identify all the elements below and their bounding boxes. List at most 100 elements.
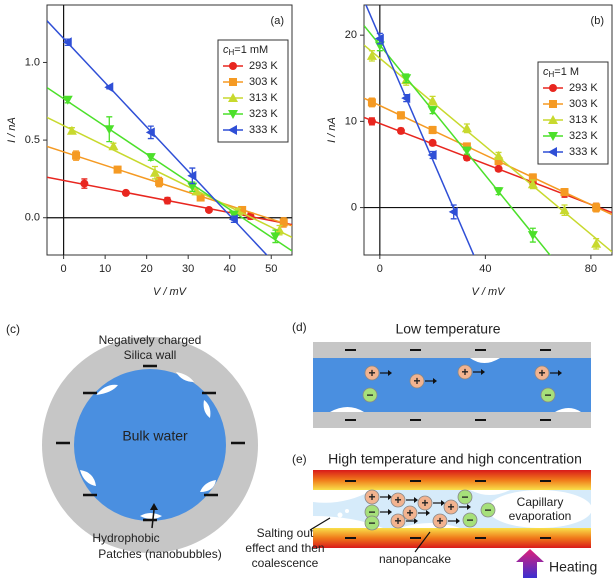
cation <box>402 505 418 521</box>
marker <box>548 132 558 141</box>
x-axis-label: V / mV <box>153 286 188 298</box>
legend-box <box>537 61 609 165</box>
wall-charges <box>345 480 551 539</box>
panel-label: (e) <box>292 452 307 466</box>
arrow-head <box>150 503 158 510</box>
legend-label: 323 K <box>249 108 278 120</box>
heating-label: Heating <box>549 559 597 575</box>
x-tick-label: 80 <box>585 263 597 275</box>
marker <box>155 178 164 187</box>
marker <box>493 150 504 160</box>
charts: 0 10 20 30 40 500.00.51.0V / mVI / nA(a)cH=1 … <box>6 4 613 298</box>
ion-sign: − <box>544 388 551 402</box>
marker <box>591 238 602 248</box>
y-tick-label: 0 <box>351 201 357 213</box>
ion-arrow-head <box>388 494 392 500</box>
marker <box>396 126 405 135</box>
cation <box>534 365 550 381</box>
ion-arrow-head <box>426 510 430 516</box>
x-axis-label: V / mV <box>471 286 506 298</box>
heating-arrow <box>516 549 544 578</box>
marker <box>401 74 412 84</box>
bubble <box>333 519 337 523</box>
ion-arrow-head <box>456 518 460 524</box>
x-tick-label: 40 <box>479 263 491 275</box>
cation <box>409 373 425 389</box>
diagram-title: High temperature and high concentration <box>328 451 582 467</box>
marker <box>493 187 504 197</box>
marker <box>66 125 77 135</box>
anion <box>457 489 473 505</box>
marker <box>108 141 119 151</box>
marker <box>374 33 384 44</box>
ion-sign: + <box>394 514 401 528</box>
cation <box>364 489 380 505</box>
marker <box>548 147 557 157</box>
marker <box>427 150 437 160</box>
legend-title-subscript: H <box>549 70 555 79</box>
diagram-title: Low temperature <box>395 321 500 337</box>
fit-line <box>47 116 292 239</box>
ion-arrow-head <box>481 369 485 375</box>
cation <box>364 365 380 381</box>
marker <box>461 146 472 156</box>
ion-arrow-head <box>414 518 418 524</box>
fit-line <box>47 86 292 252</box>
plot-area <box>47 20 292 255</box>
marker <box>228 93 238 102</box>
marker <box>401 93 411 104</box>
marker <box>163 196 172 205</box>
evaporation-label: evaporation <box>509 509 572 523</box>
anion <box>364 515 380 531</box>
panel-label: (b) <box>591 15 604 27</box>
ion-sign: − <box>466 513 473 527</box>
marker <box>121 188 130 197</box>
ion-arrow-head <box>558 370 562 376</box>
marker <box>62 95 73 105</box>
ion-sign: + <box>461 365 468 379</box>
marker <box>187 182 198 192</box>
marker <box>494 164 503 173</box>
ion-sign: + <box>538 366 545 380</box>
legend: cH=1 mM 293 K 303 K 313 K 323 K 333 K <box>217 39 289 143</box>
y-tick-label: 0.5 <box>25 134 40 146</box>
ion-arrow-head <box>388 509 392 515</box>
marker <box>149 167 160 177</box>
ions: + + + + − − <box>362 364 562 403</box>
water <box>313 358 591 412</box>
marker <box>528 173 537 182</box>
legend-title-symbol: c <box>543 66 549 78</box>
marker <box>367 98 376 107</box>
chart: 0 40 80 0 10 20 V / mV I / nA (b) cH=1 M 293 K 303 … <box>326 4 613 298</box>
legend-label: 303 K <box>249 76 278 88</box>
marker <box>428 138 437 147</box>
legend-label: 333 K <box>569 146 598 158</box>
patch-label: Hydrophobic <box>92 531 159 545</box>
marker <box>229 62 237 70</box>
legend-title: cH=1 M <box>543 66 579 79</box>
legend-label: 333 K <box>249 124 278 136</box>
marker <box>462 142 471 151</box>
evaporation-label: Capillary <box>517 495 564 509</box>
anion <box>540 387 556 403</box>
legend-title-rest: =1 mM <box>234 44 268 56</box>
x-tick-label: 50 <box>265 263 277 275</box>
patch-label: Patches (nanobubbles) <box>98 547 221 561</box>
panel-label: (c) <box>6 322 20 336</box>
marker <box>367 117 376 126</box>
legend-label: 293 K <box>249 60 278 72</box>
ion-sign: + <box>447 500 454 514</box>
legend-label: 293 K <box>569 82 598 94</box>
anion <box>480 502 496 518</box>
ion-sign: + <box>368 490 375 504</box>
marker <box>448 206 458 217</box>
ion-sign: − <box>368 505 375 519</box>
diagram-e: (e) High temperature and high concentrat… <box>245 451 597 578</box>
salting-label: effect and then <box>245 541 324 555</box>
marker <box>145 153 156 163</box>
marker <box>427 106 438 116</box>
wall-label: Negatively charged <box>99 333 202 347</box>
x-tick-label: 20 <box>141 263 153 275</box>
ion-arrow-head <box>414 497 418 503</box>
